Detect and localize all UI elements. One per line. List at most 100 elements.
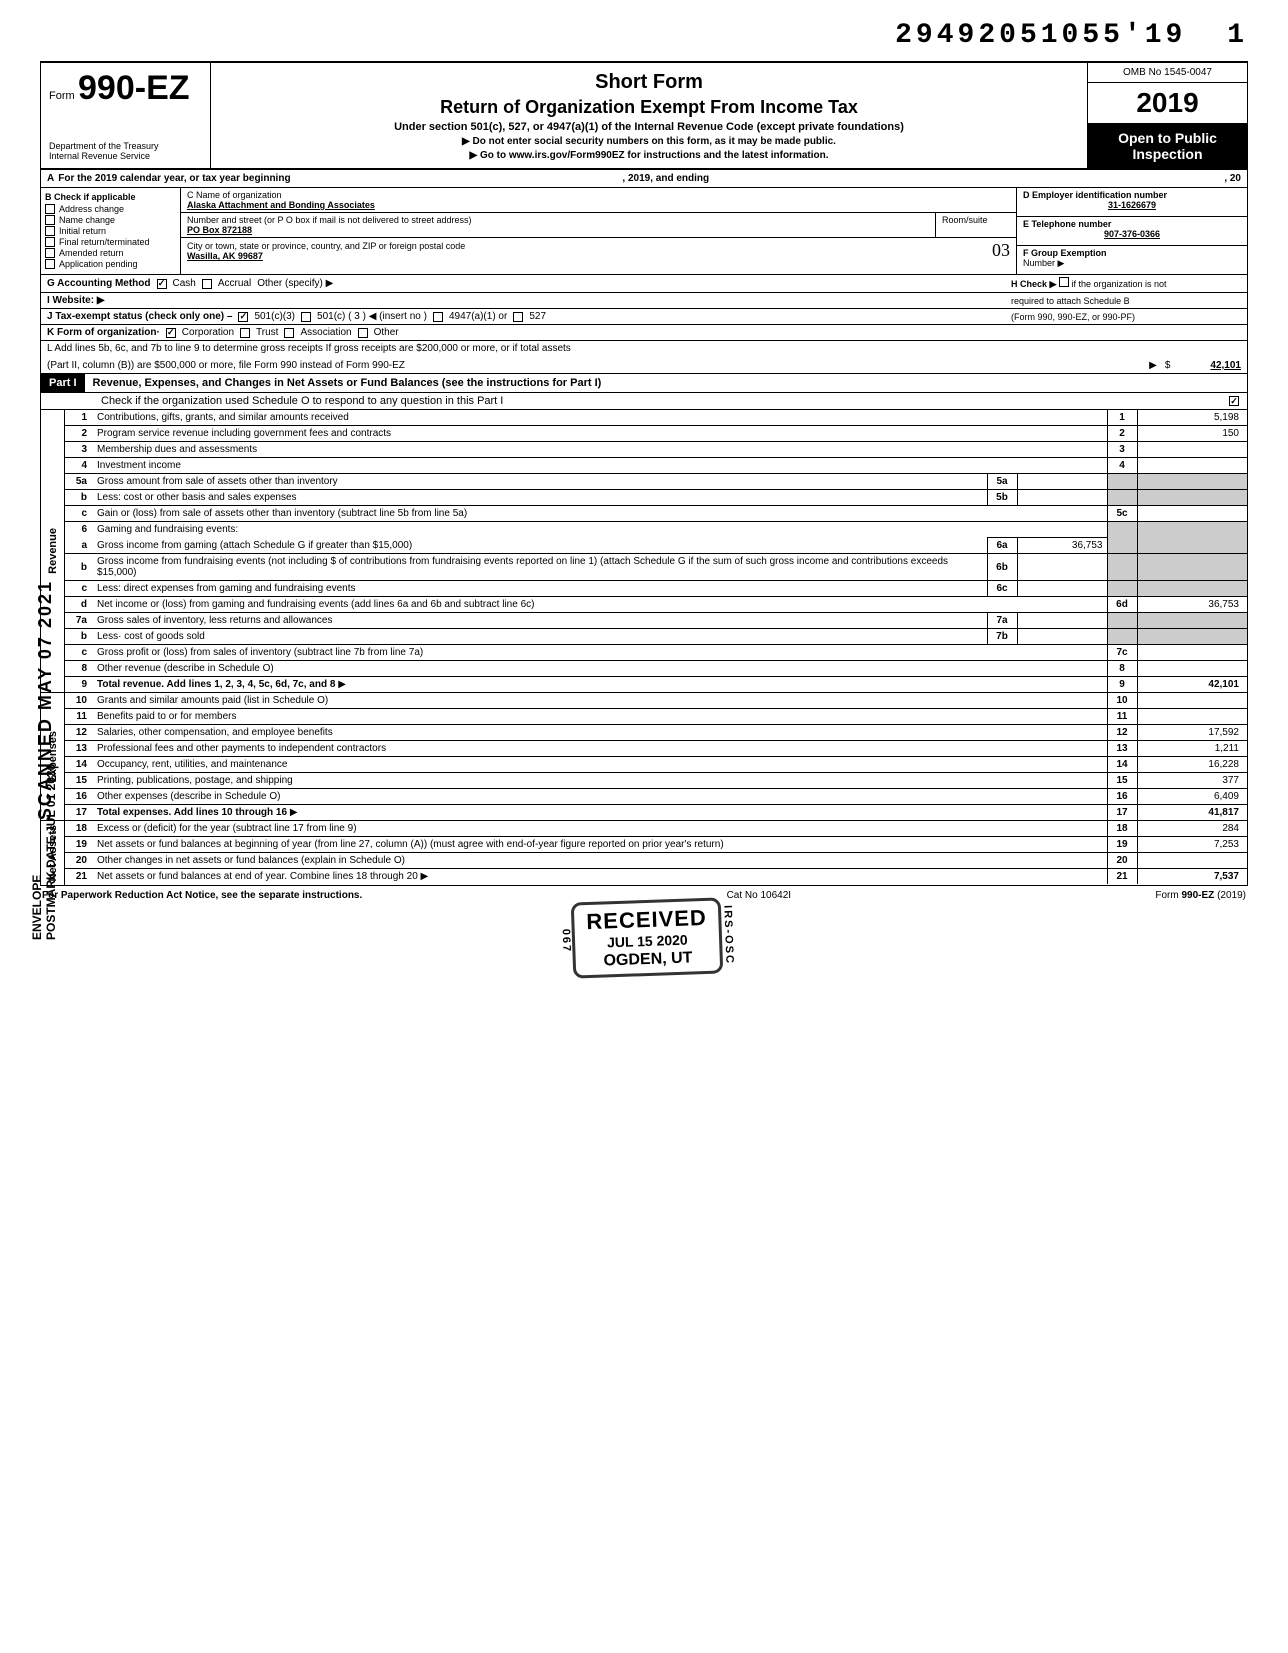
netassets-table: 18Excess or (deficit) for the year (subt… <box>65 821 1247 884</box>
street-label: Number and street (or P O box if mail is… <box>187 215 929 225</box>
e-phone-row: E Telephone number 907-376-0366 <box>1017 217 1247 246</box>
c-city-row: City or town, state or province, country… <box>181 238 1016 263</box>
checkbox-501c3[interactable] <box>238 312 248 322</box>
dln-digits: 29492051055'19 <box>895 20 1186 51</box>
line-5c: cGain or (loss) from sale of assets othe… <box>65 506 1247 522</box>
received-stamp: 067 RECEIVED JUL 15 2020 OGDEN, UT IRS-O… <box>559 897 736 979</box>
room-suite: Room/suite <box>936 213 1016 237</box>
line-4: 4Investment income4 <box>65 458 1247 474</box>
row-a-mid: , 2019, and ending <box>291 173 1041 184</box>
check-final-return[interactable]: Final return/terminated <box>45 237 176 247</box>
ein-value: 31-1626679 <box>1023 200 1241 210</box>
form-header: Form 990-EZ Department of the Treasury I… <box>40 61 1248 170</box>
form-word: Form <box>49 90 75 102</box>
title-return: Return of Organization Exempt From Incom… <box>221 97 1077 118</box>
checkbox-corp[interactable] <box>166 328 176 338</box>
line-6: 6Gaming and fundraising events: <box>65 522 1247 538</box>
dln-number: 29492051055'19 1 <box>40 20 1248 51</box>
j-501c3: 501(c)(3) <box>254 311 295 322</box>
note-goto: ▶ Go to www.irs.gov/Form990EZ for instru… <box>221 150 1077 161</box>
page: 29492051055'19 1 Form 990-EZ Department … <box>40 20 1248 905</box>
footer-center: Cat No 10642I <box>727 890 792 901</box>
col-b: B Check if applicable Address change Nam… <box>41 188 181 274</box>
line-11: 11Benefits paid to or for members11 <box>65 709 1247 725</box>
line-8: 8Other revenue (describe in Schedule O)8 <box>65 661 1247 677</box>
checkbox-trust[interactable] <box>240 328 250 338</box>
row-k: K Form of organization· Corporation Trus… <box>41 325 1247 341</box>
dept-block: Department of the Treasury Internal Reve… <box>49 142 202 162</box>
line-20: 20Other changes in net assets or fund ba… <box>65 853 1247 869</box>
l-arrow: ▶ <box>1149 360 1157 371</box>
phone-value: 907-376-0366 <box>1023 229 1241 239</box>
checkbox-501c[interactable] <box>301 312 311 322</box>
i-label: I Website: ▶ <box>47 295 105 306</box>
open-line2: Inspection <box>1092 146 1243 162</box>
j-4947: 4947(a)(1) or <box>449 311 507 322</box>
checkbox-icon <box>45 215 55 225</box>
k-label: K Form of organization· <box>47 327 160 338</box>
row-a-label: A <box>47 173 54 184</box>
group-label2: Number ▶ <box>1023 258 1241 269</box>
h-text: if the organization is not <box>1071 279 1166 289</box>
line-9: 9Total revenue. Add lines 1, 2, 3, 4, 5c… <box>65 677 1247 693</box>
open-line1: Open to Public <box>1092 130 1243 146</box>
stamp-side-right: IRS-OSC <box>721 905 735 965</box>
row-j: J Tax-exempt status (check only one) – 5… <box>41 309 1247 325</box>
line-2: 2Program service revenue including gover… <box>65 426 1247 442</box>
line-6c: cLess: direct expenses from gaming and f… <box>65 581 1247 597</box>
line-15: 15Printing, publications, postage, and s… <box>65 773 1247 789</box>
checkbox-4947[interactable] <box>433 312 443 322</box>
form-name: 990-EZ <box>78 69 190 107</box>
h-label: H Check ▶ <box>1011 279 1056 289</box>
checkbox-assoc[interactable] <box>284 328 294 338</box>
part1-checkbox[interactable] <box>1229 396 1239 406</box>
part1-check-row: Check if the organization used Schedule … <box>40 393 1248 410</box>
stamp-date: JUL 15 2020 <box>587 931 708 952</box>
year-suffix: 19 <box>1168 87 1199 118</box>
line-6b: bGross income from fundraising events (n… <box>65 554 1247 581</box>
checkbox-527[interactable] <box>513 312 523 322</box>
expenses-section: Expenses 10Grants and similar amounts pa… <box>40 693 1248 821</box>
line-18: 18Excess or (deficit) for the year (subt… <box>65 821 1247 837</box>
g-label: G Accounting Method <box>47 278 151 289</box>
check-initial-return[interactable]: Initial return <box>45 226 176 236</box>
k-trust: Trust <box>256 327 278 338</box>
checkbox-h[interactable] <box>1059 277 1069 287</box>
line-7b: bLess· cost of goods sold7b <box>65 629 1247 645</box>
line-21: 21Net assets or fund balances at end of … <box>65 869 1247 885</box>
handwritten-number: 03 <box>992 240 1010 261</box>
g-cash: Cash <box>173 278 196 289</box>
j-label: J Tax-exempt status (check only one) – <box>47 311 232 322</box>
row-l: L Add lines 5b, 6c, and 7b to line 9 to … <box>41 341 1247 373</box>
check-name-change[interactable]: Name change <box>45 215 176 225</box>
footer: For Paperwork Reduction Act Notice, see … <box>40 886 1248 905</box>
k-assoc: Association <box>300 327 351 338</box>
check-application-pending[interactable]: Application pending <box>45 259 176 269</box>
j-527: 527 <box>529 311 546 322</box>
line-3: 3Membership dues and assessments3 <box>65 442 1247 458</box>
subtitle: Under section 501(c), 527, or 4947(a)(1)… <box>221 121 1077 133</box>
check-address-change[interactable]: Address change <box>45 204 176 214</box>
netassets-section: Net Assets 18Excess or (deficit) for the… <box>40 821 1248 886</box>
line-6d: dNet income or (loss) from gaming and fu… <box>65 597 1247 613</box>
checkbox-icon <box>45 237 55 247</box>
line-5b: bLess: cost or other basis and sales exp… <box>65 490 1247 506</box>
row-i: I Website: ▶ required to attach Schedule… <box>41 293 1247 309</box>
ein-label: D Employer identification number <box>1023 190 1241 200</box>
l-text1: L Add lines 5b, 6c, and 7b to line 9 to … <box>47 343 1241 354</box>
c-name-row: C Name of organization Alaska Attachment… <box>181 188 1016 213</box>
line-7a: 7aGross sales of inventory, less returns… <box>65 613 1247 629</box>
line-19: 19Net assets or fund balances at beginni… <box>65 837 1247 853</box>
city-label: City or town, state or province, country… <box>187 241 992 251</box>
tax-year: 2019 <box>1088 83 1247 124</box>
checkbox-cash[interactable] <box>157 279 167 289</box>
line-12: 12Salaries, other compensation, and empl… <box>65 725 1247 741</box>
part1-title: Revenue, Expenses, and Changes in Net As… <box>85 374 1247 392</box>
row-g-h: G Accounting Method Cash Accrual Other (… <box>41 275 1247 293</box>
checkbox-other[interactable] <box>358 328 368 338</box>
col-d: D Employer identification number 31-1626… <box>1017 188 1247 274</box>
checkbox-accrual[interactable] <box>202 279 212 289</box>
check-amended-return[interactable]: Amended return <box>45 248 176 258</box>
dept-irs: Internal Revenue Service <box>49 152 202 162</box>
checkbox-icon <box>45 259 55 269</box>
